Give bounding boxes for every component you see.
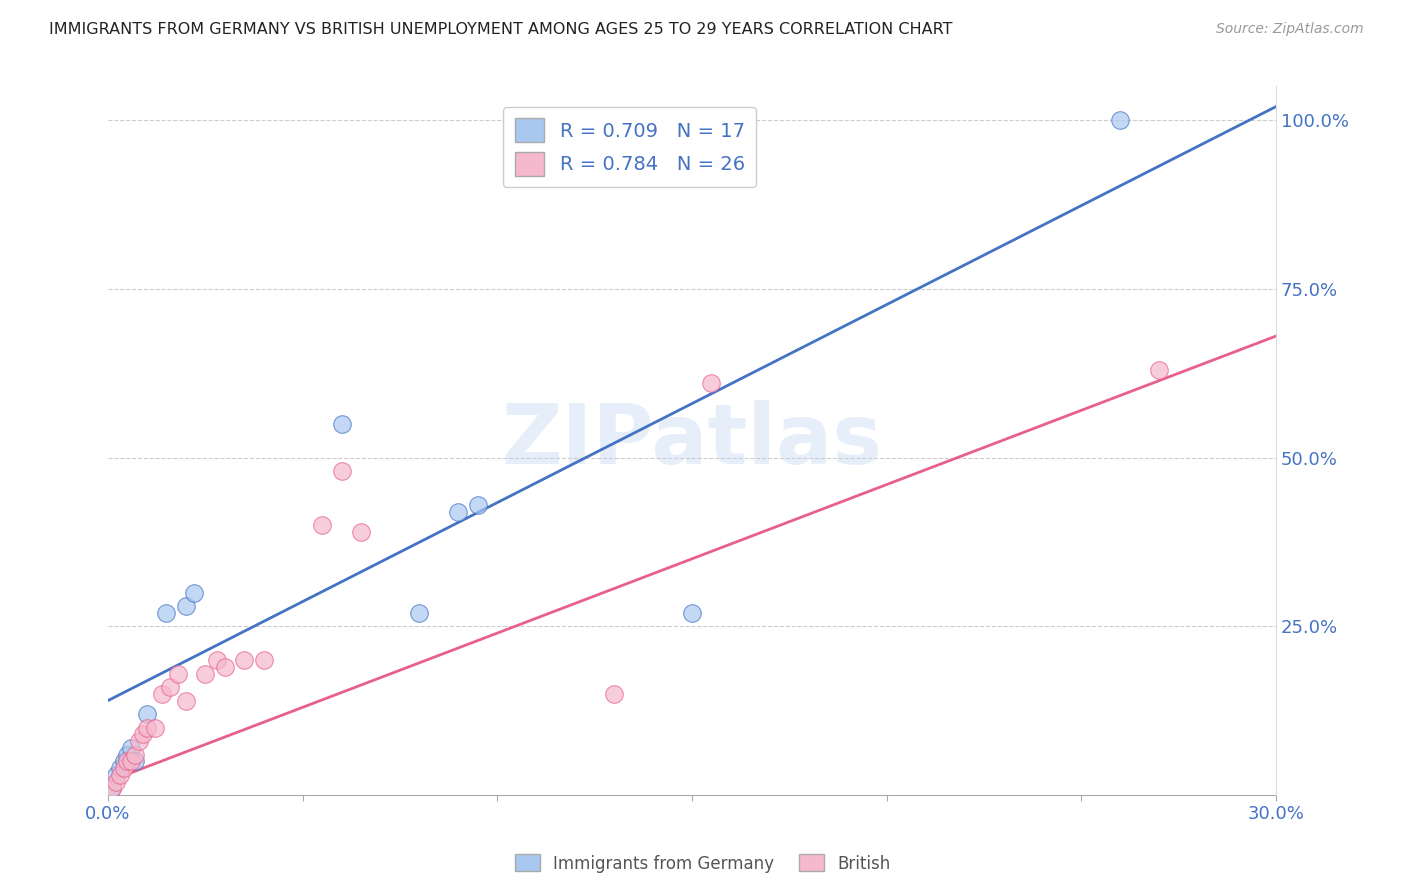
Point — [1109, 113, 1132, 128]
Point — [194, 666, 217, 681]
Point — [174, 693, 197, 707]
Point — [104, 774, 127, 789]
Legend: R = 0.709   N = 17, R = 0.784   N = 26: R = 0.709 N = 17, R = 0.784 N = 26 — [503, 107, 756, 187]
Point — [112, 754, 135, 768]
Point — [253, 653, 276, 667]
Point — [143, 721, 166, 735]
Point — [205, 653, 228, 667]
Point — [152, 687, 174, 701]
Point — [214, 660, 236, 674]
Point — [681, 606, 703, 620]
Point — [120, 754, 142, 768]
Point — [124, 747, 146, 762]
Point — [467, 498, 489, 512]
Point — [183, 585, 205, 599]
Point — [101, 781, 124, 796]
Point — [330, 417, 353, 431]
Point — [135, 707, 157, 722]
Point — [233, 653, 256, 667]
Point — [155, 606, 177, 620]
Point — [104, 768, 127, 782]
Legend: Immigrants from Germany, British: Immigrants from Germany, British — [509, 847, 897, 880]
Point — [700, 376, 723, 391]
Point — [132, 727, 155, 741]
Point — [108, 761, 131, 775]
Point — [135, 721, 157, 735]
Point — [603, 687, 626, 701]
Point — [350, 524, 373, 539]
Point — [447, 505, 470, 519]
Point — [120, 740, 142, 755]
Point — [128, 734, 150, 748]
Text: ZIPatlas: ZIPatlas — [502, 401, 883, 481]
Point — [408, 606, 430, 620]
Point — [124, 754, 146, 768]
Text: Source: ZipAtlas.com: Source: ZipAtlas.com — [1216, 22, 1364, 37]
Text: IMMIGRANTS FROM GERMANY VS BRITISH UNEMPLOYMENT AMONG AGES 25 TO 29 YEARS CORREL: IMMIGRANTS FROM GERMANY VS BRITISH UNEMP… — [49, 22, 953, 37]
Point — [311, 518, 333, 533]
Point — [167, 666, 190, 681]
Point — [159, 680, 181, 694]
Point — [117, 754, 139, 768]
Point — [174, 599, 197, 613]
Point — [330, 464, 353, 478]
Point — [1147, 363, 1170, 377]
Point — [117, 747, 139, 762]
Point — [108, 768, 131, 782]
Point — [112, 761, 135, 775]
Point — [101, 781, 124, 796]
